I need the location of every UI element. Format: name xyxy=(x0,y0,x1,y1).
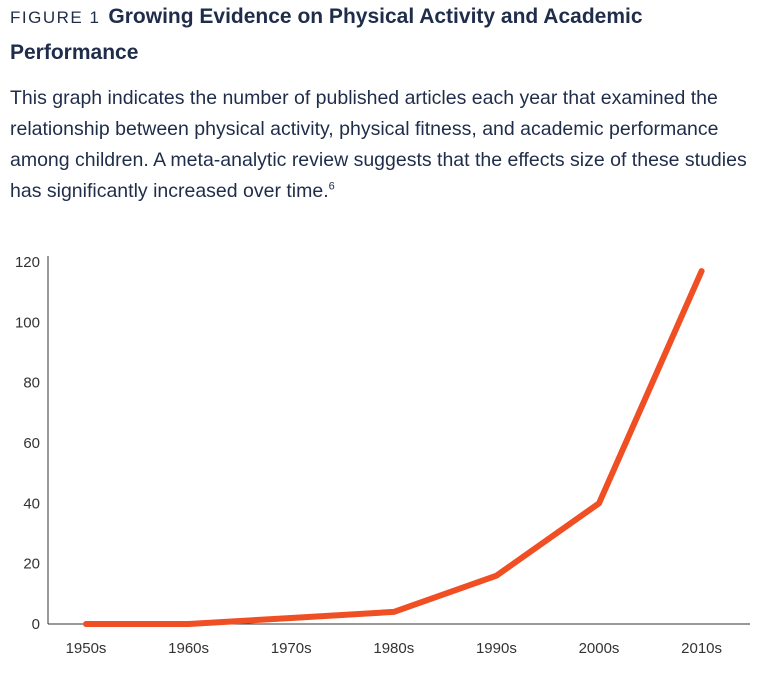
figure-description: This graph indicates the number of publi… xyxy=(10,87,747,202)
x-tick-label: 1990s xyxy=(476,640,517,657)
x-tick-label: 1980s xyxy=(373,640,414,657)
line-chart: 0 20 40 60 80 100 120 1950s 1960s 1970s 1980s 1990… xyxy=(15,254,750,657)
figure-title: Growing Evidence on Physical Activity an… xyxy=(10,5,643,64)
series-group xyxy=(83,268,705,627)
y-tick-label: 20 xyxy=(23,556,40,573)
figure-title-block: FIGURE 1 Growing Evidence on Physical Act… xyxy=(10,0,750,72)
x-tick-label: 1970s xyxy=(271,640,312,657)
x-tick-label: 1950s xyxy=(66,640,107,657)
x-tick-label: 2000s xyxy=(579,640,620,657)
series-line xyxy=(83,268,705,627)
x-tick-label: 1960s xyxy=(168,640,209,657)
y-tick-label: 0 xyxy=(32,616,40,633)
figure-description-block: This graph indicates the number of publi… xyxy=(10,83,750,207)
y-tick-label: 40 xyxy=(23,495,40,512)
y-tick-label: 120 xyxy=(15,254,40,271)
footnote-reference: 6 xyxy=(328,180,335,193)
y-tick-label: 60 xyxy=(23,435,40,452)
y-axis: 0 20 40 60 80 100 120 xyxy=(15,254,49,633)
x-axis: 1950s 1960s 1970s 1980s 1990s 2000s 2010s xyxy=(48,623,750,657)
x-tick-label: 2010s xyxy=(681,640,722,657)
y-tick-label: 100 xyxy=(15,314,40,331)
figure-label: FIGURE 1 xyxy=(10,8,101,27)
y-tick-label: 80 xyxy=(23,375,40,392)
